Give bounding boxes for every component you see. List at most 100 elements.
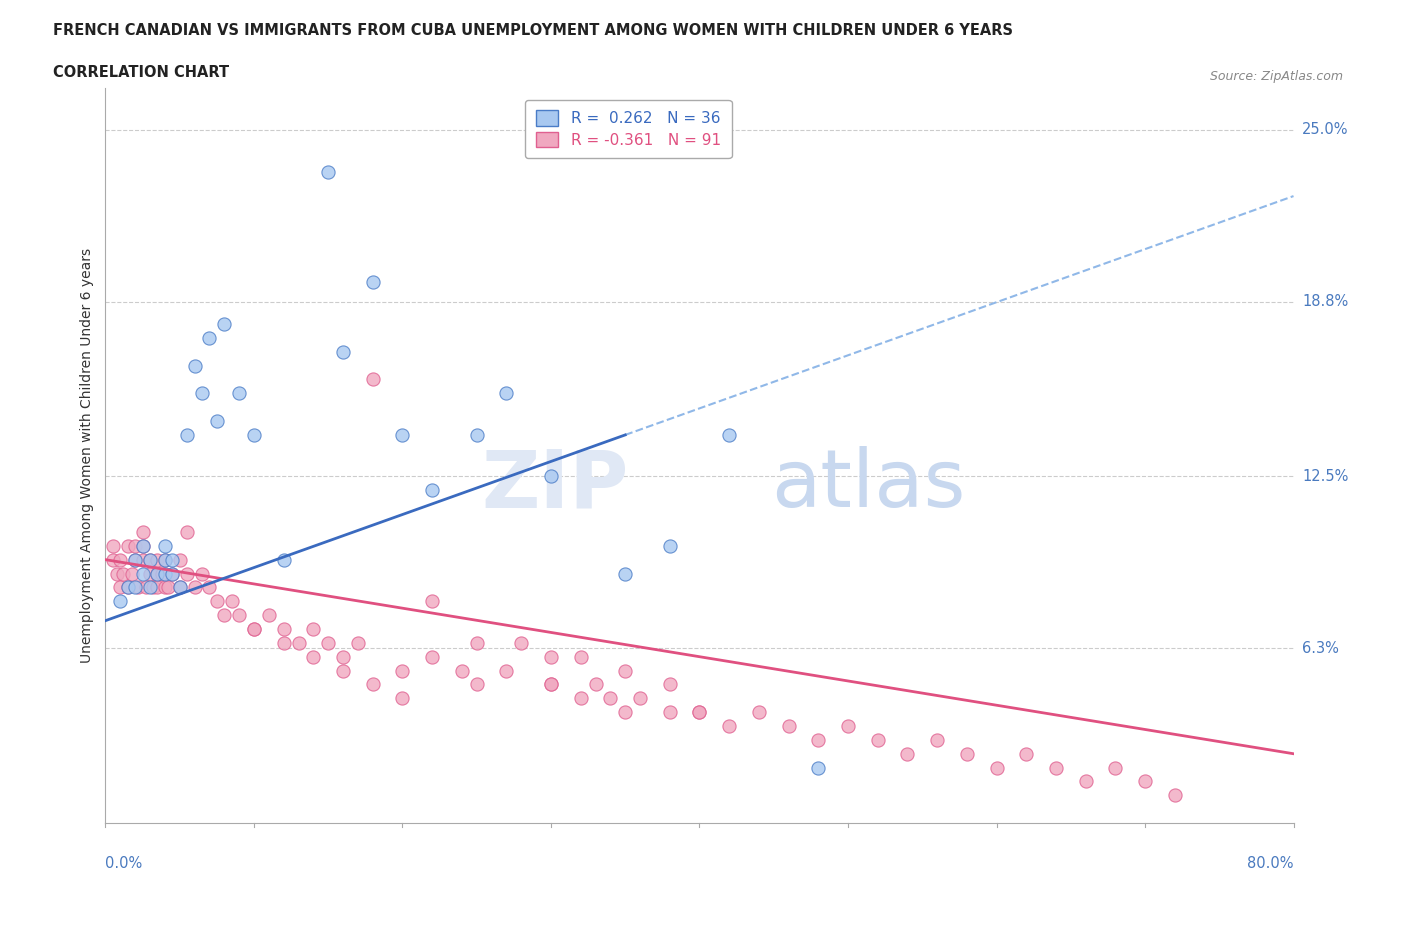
Point (221, 594, 243, 609)
Point (198, 330, 221, 345)
Point (658, 538, 681, 553)
Point (169, 552, 191, 567)
Point (131, 525, 153, 539)
Point (146, 566, 169, 581)
Point (614, 663, 637, 678)
Point (614, 705, 637, 720)
Point (361, 275, 384, 290)
Point (153, 566, 176, 581)
Point (153, 538, 176, 553)
Point (112, 566, 135, 581)
Point (176, 525, 198, 539)
Point (465, 635, 488, 650)
Point (153, 552, 176, 567)
Point (273, 621, 295, 636)
Point (153, 580, 176, 595)
Point (450, 663, 472, 678)
Point (807, 733, 830, 748)
Point (117, 580, 139, 595)
Point (689, 705, 711, 720)
Point (214, 316, 236, 331)
Point (1104, 760, 1126, 775)
Point (896, 746, 918, 761)
Point (420, 594, 443, 609)
Point (273, 635, 295, 650)
Point (689, 705, 711, 720)
Point (169, 580, 191, 595)
Point (131, 538, 153, 553)
Point (243, 621, 266, 636)
Point (162, 566, 184, 581)
Point (391, 691, 413, 706)
Point (117, 580, 139, 595)
Point (778, 719, 800, 734)
Text: 80.0%: 80.0% (1247, 857, 1294, 871)
Point (198, 580, 221, 595)
Point (205, 414, 228, 429)
Point (287, 635, 309, 650)
Point (495, 663, 517, 678)
Point (131, 552, 153, 567)
Point (391, 428, 413, 443)
Point (585, 677, 607, 692)
Point (316, 164, 339, 179)
Point (614, 566, 637, 581)
Point (658, 705, 681, 720)
Point (420, 649, 443, 664)
Point (628, 691, 651, 706)
Point (156, 580, 179, 595)
Point (124, 580, 146, 595)
Point (302, 649, 325, 664)
Point (243, 428, 266, 443)
Point (718, 428, 741, 443)
Point (139, 552, 162, 567)
Text: 18.8%: 18.8% (1302, 294, 1348, 310)
Text: 12.5%: 12.5% (1302, 469, 1348, 484)
Text: CORRELATION CHART: CORRELATION CHART (53, 65, 229, 80)
Point (807, 760, 830, 775)
Point (540, 649, 562, 664)
Point (540, 469, 562, 484)
Point (1133, 774, 1156, 789)
Point (1164, 788, 1187, 803)
Legend: R =  0.262   N = 36, R = -0.361   N = 91: R = 0.262 N = 36, R = -0.361 N = 91 (524, 100, 731, 158)
Point (465, 677, 488, 692)
Point (302, 621, 325, 636)
Point (361, 677, 384, 692)
Point (191, 566, 214, 581)
Point (183, 580, 205, 595)
Point (257, 607, 280, 622)
Point (105, 566, 128, 581)
Point (139, 580, 162, 595)
Point (124, 552, 146, 567)
Text: atlas: atlas (770, 446, 965, 525)
Point (162, 566, 184, 581)
Point (316, 635, 339, 650)
Point (121, 566, 143, 581)
Point (347, 635, 370, 650)
Point (465, 428, 488, 443)
Point (146, 580, 169, 595)
Point (1045, 760, 1067, 775)
Point (956, 746, 979, 761)
Point (162, 552, 184, 567)
Point (748, 705, 770, 720)
Point (243, 621, 266, 636)
Point (495, 386, 517, 401)
Point (150, 566, 173, 581)
Text: ZIP: ZIP (481, 446, 628, 525)
Point (569, 649, 592, 664)
Point (1015, 746, 1038, 761)
Point (176, 566, 198, 581)
Y-axis label: Unemployment Among Women with Children Under 6 years: Unemployment Among Women with Children U… (80, 248, 94, 663)
Point (110, 552, 132, 567)
Point (142, 580, 165, 595)
Point (540, 677, 562, 692)
Point (191, 386, 214, 401)
Point (146, 552, 169, 567)
Point (658, 677, 681, 692)
Point (332, 663, 354, 678)
Point (927, 733, 949, 748)
Text: 6.3%: 6.3% (1302, 641, 1339, 656)
Point (1074, 774, 1097, 789)
